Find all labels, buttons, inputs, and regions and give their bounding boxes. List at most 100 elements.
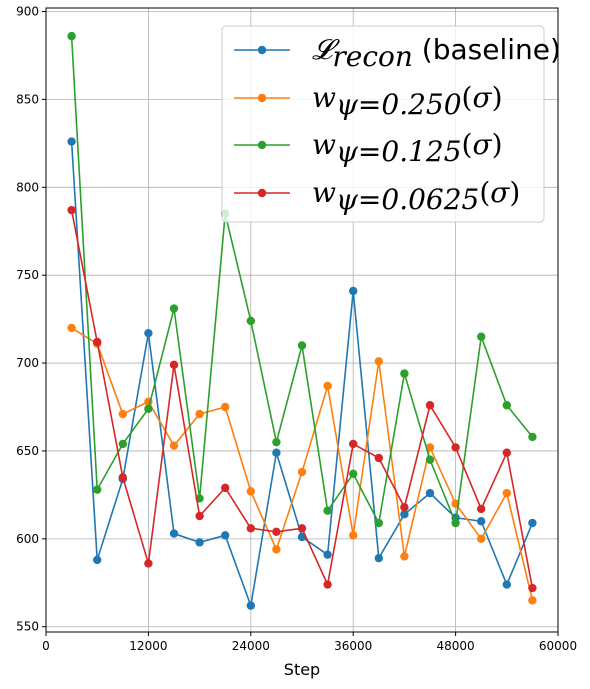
data-point [67, 205, 76, 215]
data-point [195, 538, 204, 547]
data-point [374, 518, 383, 528]
data-point [477, 504, 486, 514]
data-point [323, 506, 332, 515]
data-point [195, 409, 204, 419]
x-tick-label: 0 [42, 639, 50, 653]
data-point [67, 137, 76, 146]
data-point [502, 448, 511, 457]
data-point [195, 511, 204, 521]
y-tick-label: 550 [16, 620, 39, 634]
data-point [323, 550, 332, 559]
data-point [169, 360, 179, 370]
y-tick-label: 850 [16, 92, 39, 106]
legend-marker [257, 45, 267, 55]
y-tick-label: 700 [16, 356, 39, 370]
data-point [400, 510, 409, 519]
series-3 [67, 31, 537, 528]
series-2 [67, 323, 537, 605]
series-4 [67, 205, 537, 593]
data-point [477, 534, 486, 544]
plot-frame [45, 7, 559, 633]
legend-label: wψ=0.125(σ) [312, 128, 503, 168]
data-point [349, 469, 358, 479]
data-point [221, 531, 230, 540]
data-point [349, 531, 358, 540]
data-point [425, 401, 435, 410]
legend-marker [257, 140, 267, 150]
data-point [246, 601, 255, 610]
y-tick-label: 650 [16, 444, 39, 458]
data-point [93, 337, 102, 347]
data-point [477, 517, 486, 526]
data-point [502, 401, 511, 410]
data-point [144, 404, 153, 413]
data-point [169, 529, 179, 538]
data-point [451, 518, 460, 528]
data-point [221, 483, 230, 493]
data-point [246, 524, 255, 533]
legend-item: wψ=0.125(σ) [234, 128, 503, 168]
legend: 𝓛recon (baseline)wψ=0.250(σ)wψ=0.125(σ)w… [221, 25, 561, 223]
data-point [502, 488, 511, 498]
y-tick-label: 750 [16, 268, 39, 282]
data-point [400, 369, 409, 378]
data-point [272, 437, 281, 447]
axis-ticks: 0 12000 24000 36000 48000 60000 550 600 650 700 75… [16, 5, 577, 653]
series-layer [67, 31, 537, 610]
legend-marker [257, 93, 267, 103]
data-point [374, 553, 383, 563]
y-tick-label: 600 [16, 532, 39, 546]
data-point [246, 487, 255, 496]
data-point [272, 448, 281, 457]
data-point [272, 527, 281, 537]
data-point [528, 596, 537, 605]
data-point [349, 439, 358, 449]
data-point [144, 328, 153, 338]
data-point [93, 485, 102, 494]
data-point [528, 432, 537, 442]
x-tick-label: 36000 [334, 639, 372, 653]
data-point [144, 559, 153, 568]
legend-marker [257, 188, 267, 198]
data-point [374, 453, 383, 463]
data-point [400, 503, 409, 512]
data-point [297, 467, 307, 477]
data-point [400, 552, 409, 561]
data-point [374, 357, 383, 366]
x-axis-label: Step [284, 660, 320, 679]
data-point [169, 304, 179, 313]
legend-label: wψ=0.0625(σ) [312, 176, 520, 216]
y-tick-label: 800 [16, 180, 39, 194]
data-point [528, 518, 537, 528]
data-point [169, 441, 179, 450]
data-point [246, 316, 255, 326]
data-point [297, 524, 307, 533]
data-point [297, 532, 307, 542]
data-point [221, 402, 230, 412]
data-point [323, 381, 332, 391]
data-point [349, 286, 358, 296]
legend-item: wψ=0.250(σ) [234, 81, 503, 121]
x-tick-label: 24000 [232, 639, 270, 653]
data-point [425, 455, 435, 464]
data-point [67, 323, 76, 333]
data-point [425, 488, 435, 498]
data-point [118, 473, 128, 482]
data-point [118, 409, 128, 419]
data-point [502, 580, 511, 589]
data-point [425, 443, 435, 452]
data-point [118, 439, 128, 449]
data-point [297, 341, 307, 350]
x-tick-label: 60000 [539, 639, 577, 653]
x-tick-label: 12000 [129, 639, 167, 653]
data-point [451, 443, 460, 452]
legend-label: wψ=0.250(σ) [312, 81, 503, 121]
data-point [272, 545, 281, 554]
y-tick-label: 900 [16, 5, 39, 19]
x-tick-label: 48000 [437, 639, 475, 653]
data-point [477, 332, 486, 341]
legend-frame [221, 25, 545, 223]
data-point [93, 555, 102, 565]
data-point [67, 31, 76, 41]
